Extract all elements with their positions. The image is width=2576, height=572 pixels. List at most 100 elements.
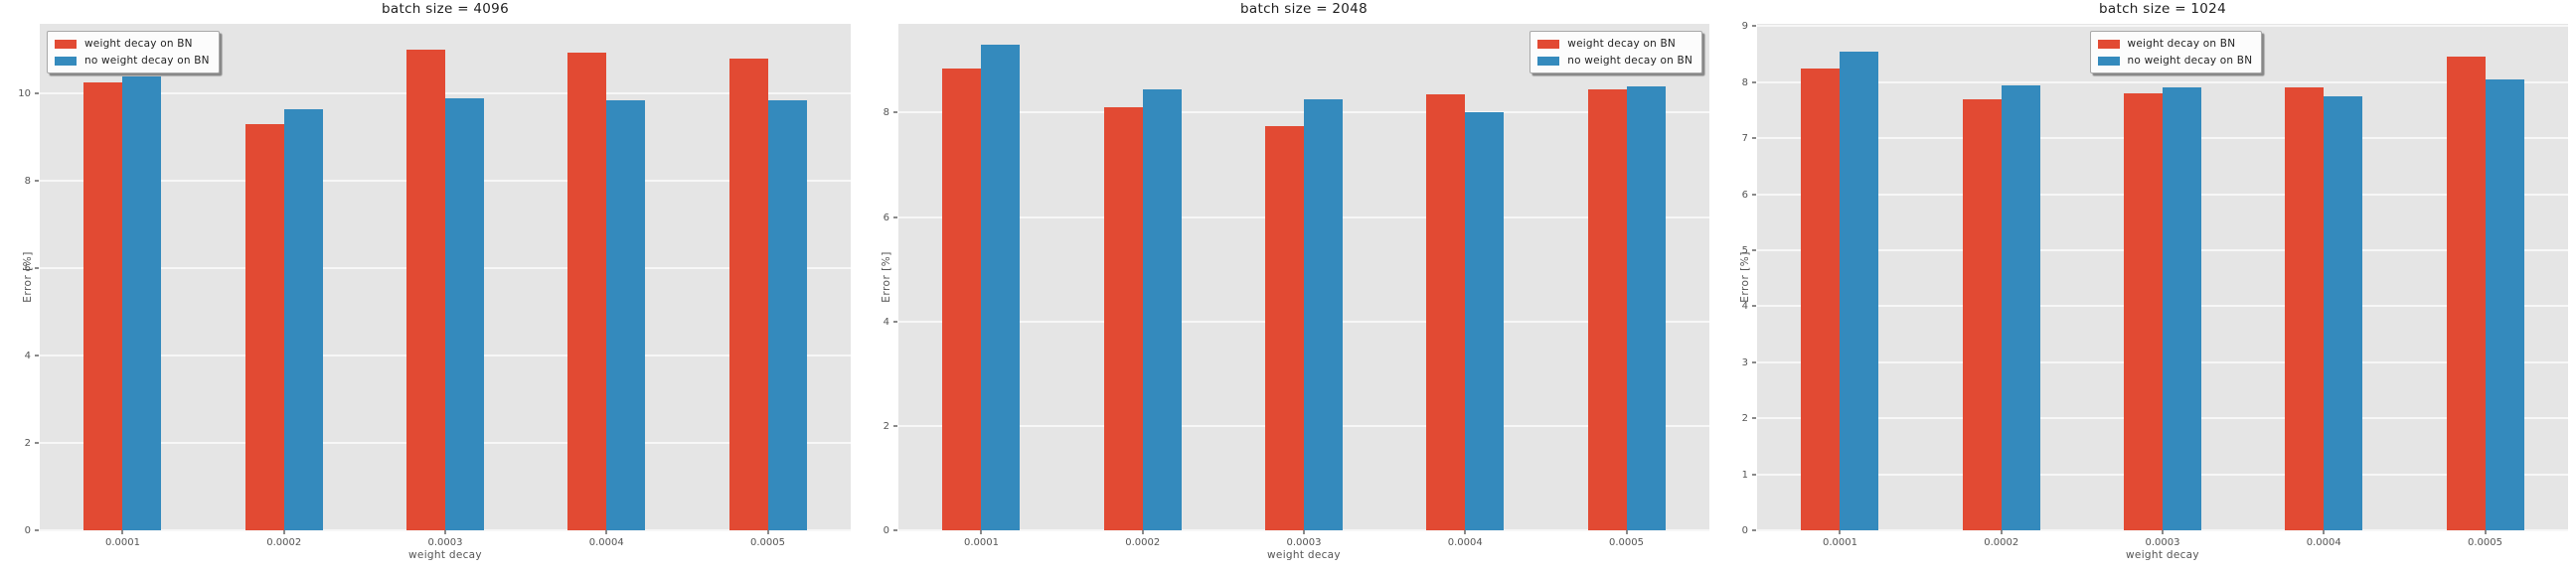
bar-no-weight-decay-on-bn-0.0005 bbox=[2485, 78, 2524, 530]
x-tick-label: 0.0003 bbox=[1286, 537, 1322, 548]
chart-panel-batch-1024: batch size = 1024 Error [%] 0 1 2 3 4 5 6 7 8 9 0.… bbox=[1717, 0, 2576, 572]
y-tick-mark bbox=[35, 355, 39, 358]
x-tick-label: 0.0001 bbox=[104, 537, 140, 548]
gridline-y-9 bbox=[1757, 25, 2568, 28]
x-tick-mark bbox=[2484, 530, 2487, 534]
x-axis-label: weight decay bbox=[1267, 549, 1341, 561]
x-tick-label: 0.0004 bbox=[588, 537, 624, 548]
bar-no-weight-decay-on-bn-0.0003 bbox=[445, 97, 484, 530]
y-axis-label: Error [%] bbox=[1738, 251, 1751, 303]
x-tick-mark bbox=[605, 530, 608, 534]
bar-no-weight-decay-on-bn-0.0003 bbox=[2163, 87, 2201, 530]
x-axis-label: weight decay bbox=[408, 549, 482, 561]
bar-weight-decay-on-bn-0.0002 bbox=[244, 124, 284, 530]
x-tick-mark bbox=[980, 530, 983, 534]
legend: weight decay on BN no weight decay on BN bbox=[1530, 31, 1702, 73]
x-tick-mark bbox=[2000, 530, 2003, 534]
y-tick-mark bbox=[893, 215, 897, 218]
bar-no-weight-decay-on-bn-0.0002 bbox=[1142, 88, 1182, 530]
plot-area: 0 2 4 6 8 0.0001 0.0002 0.0003 0.0004 0.0005 weigh… bbox=[884, 24, 1709, 548]
x-tick-label: 0.0005 bbox=[1609, 537, 1645, 548]
bar-weight-decay-on-bn-0.0004 bbox=[567, 52, 607, 530]
y-tick-label: 5 bbox=[1741, 244, 1748, 256]
y-tick-label: 2 bbox=[883, 420, 889, 432]
x-tick-label: 0.0005 bbox=[2468, 537, 2503, 548]
y-tick-label: 1 bbox=[1741, 469, 1748, 481]
bar-weight-decay-on-bn-0.0005 bbox=[2446, 57, 2486, 530]
chart-title: batch size = 1024 bbox=[2099, 1, 2226, 17]
legend: weight decay on BN no weight decay on BN bbox=[47, 31, 220, 73]
y-tick-mark bbox=[1752, 473, 1756, 476]
y-tick-label: 4 bbox=[24, 351, 31, 362]
x-tick-mark bbox=[282, 530, 285, 534]
x-tick-label: 0.0002 bbox=[1125, 537, 1161, 548]
legend-label: no weight decay on BN bbox=[1567, 55, 1692, 67]
chart-panel-batch-4096: batch size = 4096 Error [%] 0 2 4 6 8 10 0.000… bbox=[0, 0, 859, 572]
y-tick-label: 2 bbox=[1741, 413, 1748, 425]
legend-item: weight decay on BN bbox=[2097, 38, 2253, 50]
x-tick-mark bbox=[1839, 530, 1842, 534]
y-tick-label: 0 bbox=[24, 525, 31, 536]
legend-item: no weight decay on BN bbox=[2097, 55, 2253, 67]
x-tick-mark bbox=[2323, 530, 2326, 534]
y-tick-mark bbox=[35, 180, 39, 183]
chart-title: batch size = 2048 bbox=[1240, 1, 1368, 17]
legend-item: no weight decay on BN bbox=[55, 55, 210, 67]
bar-weight-decay-on-bn-0.0004 bbox=[2285, 87, 2325, 530]
x-tick-mark bbox=[1464, 530, 1467, 534]
x-tick-mark bbox=[1141, 530, 1144, 534]
y-tick-mark bbox=[893, 424, 897, 427]
y-tick-mark bbox=[35, 92, 39, 95]
bar-no-weight-decay-on-bn-0.0004 bbox=[606, 99, 646, 530]
y-tick-mark bbox=[35, 529, 39, 531]
y-tick-mark bbox=[1752, 193, 1756, 196]
x-tick-mark bbox=[121, 530, 124, 534]
legend-label: no weight decay on BN bbox=[84, 55, 210, 67]
y-tick-label: 8 bbox=[1741, 76, 1748, 88]
plot-area: 0 2 4 6 8 10 0.0001 0.0002 0.0003 0.0004 0.0005 wei… bbox=[18, 24, 851, 548]
bar-weight-decay-on-bn-0.0001 bbox=[1801, 68, 1841, 530]
x-tick-mark bbox=[2162, 530, 2164, 534]
bar-weight-decay-on-bn-0.0002 bbox=[1103, 107, 1143, 530]
y-tick-mark bbox=[35, 267, 39, 270]
bar-weight-decay-on-bn-0.0005 bbox=[1587, 88, 1627, 530]
y-tick-mark bbox=[35, 442, 39, 445]
x-tick-label: 0.0003 bbox=[2145, 537, 2180, 548]
bar-no-weight-decay-on-bn-0.0002 bbox=[283, 108, 323, 530]
x-tick-mark bbox=[1303, 530, 1305, 534]
legend-label: no weight decay on BN bbox=[2127, 55, 2253, 67]
chart-title: batch size = 4096 bbox=[382, 1, 509, 17]
legend-swatch-icon bbox=[55, 56, 77, 66]
y-tick-mark bbox=[1752, 80, 1756, 83]
bar-weight-decay-on-bn-0.0001 bbox=[942, 68, 982, 530]
y-tick-label: 9 bbox=[1741, 21, 1748, 33]
bar-no-weight-decay-on-bn-0.0003 bbox=[1304, 99, 1343, 530]
y-tick-label: 2 bbox=[24, 438, 31, 450]
legend: weight decay on BN no weight decay on BN bbox=[2089, 31, 2263, 73]
x-tick-label: 0.0001 bbox=[1822, 537, 1857, 548]
y-tick-label: 8 bbox=[24, 176, 31, 188]
x-tick-mark bbox=[1625, 530, 1628, 534]
bar-weight-decay-on-bn-0.0004 bbox=[1426, 93, 1466, 530]
bar-no-weight-decay-on-bn-0.0001 bbox=[122, 75, 162, 530]
y-tick-mark bbox=[1752, 305, 1756, 308]
legend-label: weight decay on BN bbox=[2127, 38, 2236, 50]
x-tick-label: 0.0005 bbox=[750, 537, 786, 548]
y-axis-label: Error [%] bbox=[21, 251, 34, 303]
legend-swatch-icon bbox=[2097, 39, 2120, 49]
bar-weight-decay-on-bn-0.0003 bbox=[2123, 92, 2163, 530]
bar-no-weight-decay-on-bn-0.0004 bbox=[2324, 95, 2363, 530]
legend-swatch-icon bbox=[1537, 39, 1560, 49]
bar-no-weight-decay-on-bn-0.0005 bbox=[767, 99, 807, 530]
legend-item: no weight decay on BN bbox=[1537, 55, 1692, 67]
legend-swatch-icon bbox=[55, 39, 77, 49]
bar-no-weight-decay-on-bn-0.0001 bbox=[981, 45, 1021, 530]
x-tick-label: 0.0003 bbox=[427, 537, 463, 548]
legend-swatch-icon bbox=[1537, 56, 1560, 66]
bar-no-weight-decay-on-bn-0.0004 bbox=[1465, 112, 1505, 530]
y-tick-mark bbox=[893, 320, 897, 323]
y-tick-label: 6 bbox=[24, 263, 31, 275]
y-tick-label: 10 bbox=[18, 88, 31, 100]
legend-item: weight decay on BN bbox=[1537, 38, 1692, 50]
bar-weight-decay-on-bn-0.0002 bbox=[1962, 98, 2002, 530]
